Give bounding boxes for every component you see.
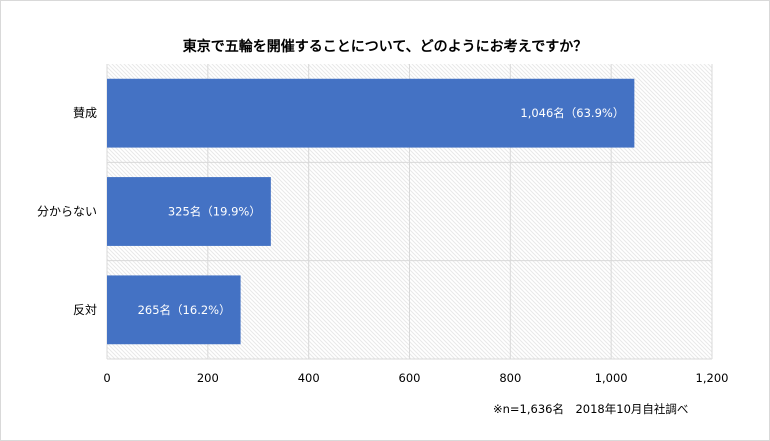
data-label-3: 265名（16.2%）: [138, 303, 231, 317]
bar-2: [107, 177, 271, 246]
x-tick-label: 1,200: [696, 371, 729, 385]
category-label: 反対: [73, 303, 97, 317]
data-label-2: 325名（19.9%）: [168, 205, 261, 219]
x-tick-label: 0: [103, 371, 110, 385]
category-label: 賛成: [73, 106, 97, 120]
category-label: 分からない: [37, 205, 97, 219]
x-tick-label: 1,000: [595, 371, 628, 385]
x-tick-label: 200: [197, 371, 219, 385]
x-tick-label: 600: [399, 371, 421, 385]
bar-3: [107, 275, 241, 345]
x-tick-label: 400: [298, 371, 320, 385]
footnote: ※n=1,636名 2018年10月自社調べ: [493, 402, 689, 416]
x-tick-label: 800: [499, 371, 521, 385]
chart-title: 東京で五輪を開催することについて、どのようにお考えですか？: [182, 39, 588, 55]
bar-1: [107, 78, 635, 148]
data-label-1: 1,046名（63.9%）: [520, 106, 624, 120]
